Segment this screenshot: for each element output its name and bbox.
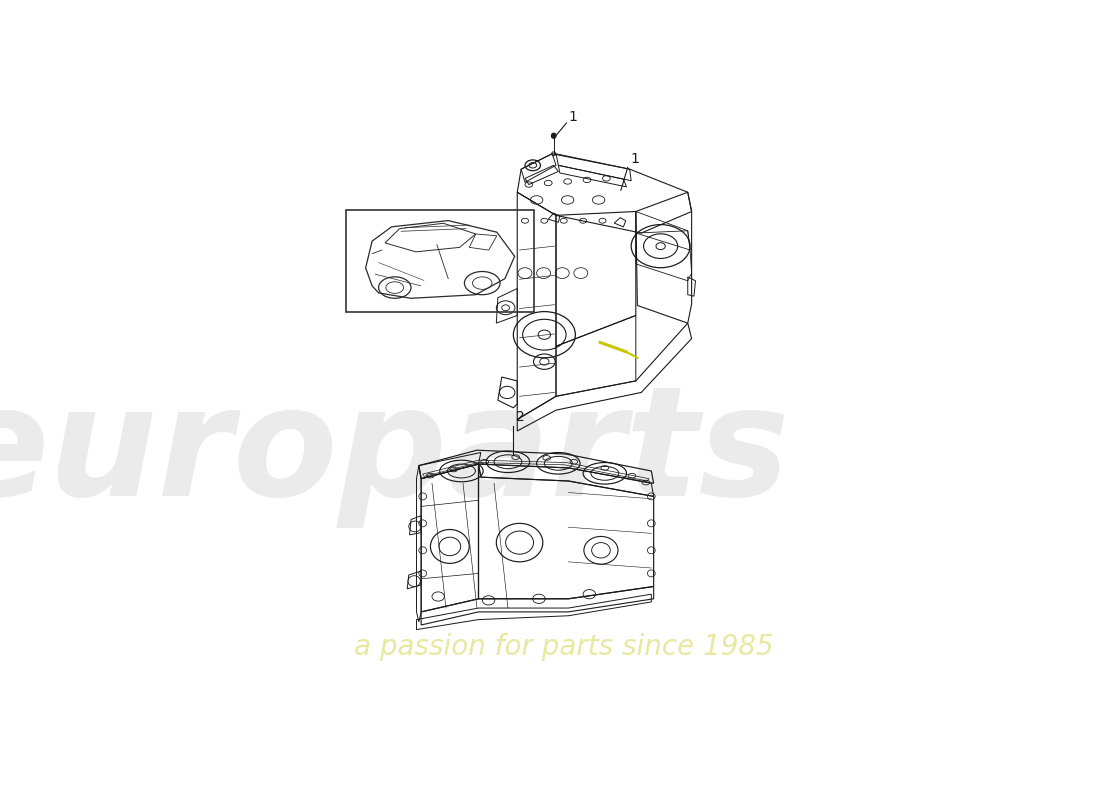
Point <box>513 333 526 342</box>
Point <box>513 304 526 314</box>
Point <box>562 557 575 566</box>
Point <box>472 495 485 505</box>
Point <box>619 347 632 357</box>
Line: 2 pts: 2 pts <box>569 562 651 568</box>
Line: 2 pts: 2 pts <box>378 262 424 281</box>
Point <box>506 421 519 430</box>
Line: 2 pts: 2 pts <box>519 363 554 367</box>
Line: 2 pts: 2 pts <box>463 483 477 608</box>
Line: 2 pts: 2 pts <box>620 167 628 190</box>
Point <box>645 494 658 503</box>
Point <box>463 220 476 230</box>
Point <box>548 358 561 368</box>
Point <box>548 270 561 280</box>
Point <box>513 362 526 372</box>
Point <box>398 223 411 233</box>
Point <box>614 186 627 195</box>
Line: 2 pts: 2 pts <box>375 274 420 286</box>
Line: 2 pts: 2 pts <box>553 123 566 138</box>
Line: 2 pts: 2 pts <box>519 305 554 309</box>
Line: 2 pts: 2 pts <box>569 493 651 498</box>
Point <box>502 603 515 613</box>
Point <box>414 281 427 290</box>
Text: a passion for parts since 1985: a passion for parts since 1985 <box>354 634 773 662</box>
Point <box>368 270 382 279</box>
Text: europarts: europarts <box>0 378 790 528</box>
Point <box>645 529 658 538</box>
Point <box>415 574 428 583</box>
Point <box>562 488 575 498</box>
Text: 1: 1 <box>568 110 576 125</box>
Ellipse shape <box>551 133 556 138</box>
Text: 1: 1 <box>630 152 640 166</box>
Point <box>365 249 378 258</box>
Line: 2 pts: 2 pts <box>601 342 626 352</box>
Point <box>645 563 658 573</box>
Point <box>456 478 470 488</box>
Point <box>630 353 644 362</box>
Point <box>560 118 573 128</box>
Line: 2 pts: 2 pts <box>569 527 651 534</box>
Point <box>547 134 560 143</box>
Point <box>506 450 519 459</box>
Point <box>548 388 561 398</box>
Point <box>439 603 452 613</box>
Point <box>621 162 635 172</box>
Line: 2 pts: 2 pts <box>519 393 554 396</box>
Point <box>372 258 385 267</box>
Point <box>547 149 560 158</box>
Point <box>471 603 484 613</box>
Line: 2 pts: 2 pts <box>372 250 382 254</box>
Point <box>487 478 500 488</box>
Point <box>513 391 526 401</box>
Point <box>562 522 575 532</box>
Line: 2 pts: 2 pts <box>494 483 508 608</box>
Line: 2 pts: 2 pts <box>421 500 478 506</box>
Point <box>472 569 485 578</box>
Point <box>548 329 561 338</box>
Point <box>395 226 408 236</box>
Point <box>594 338 607 347</box>
Line: 2 pts: 2 pts <box>519 275 554 279</box>
Point <box>619 347 632 357</box>
Line: 2 pts: 2 pts <box>519 246 554 250</box>
Bar <box>346 210 534 312</box>
Line: 2 pts: 2 pts <box>626 352 637 358</box>
Point <box>513 274 526 284</box>
Point <box>415 502 428 511</box>
Line: 2 pts: 2 pts <box>405 225 470 228</box>
Line: 2 pts: 2 pts <box>421 574 478 578</box>
Point <box>547 134 560 143</box>
Point <box>513 245 526 254</box>
Point <box>548 300 561 310</box>
Point <box>460 224 473 234</box>
Point <box>426 478 439 488</box>
Line: 2 pts: 2 pts <box>432 483 446 608</box>
Line: 2 pts: 2 pts <box>519 334 554 338</box>
Point <box>548 242 561 251</box>
Point <box>441 274 454 283</box>
Text: 2: 2 <box>516 410 525 424</box>
Line: 2 pts: 2 pts <box>402 229 466 231</box>
Point <box>430 240 443 250</box>
Line: 2 pts: 2 pts <box>437 245 448 278</box>
Point <box>375 246 388 255</box>
Point <box>417 276 430 286</box>
